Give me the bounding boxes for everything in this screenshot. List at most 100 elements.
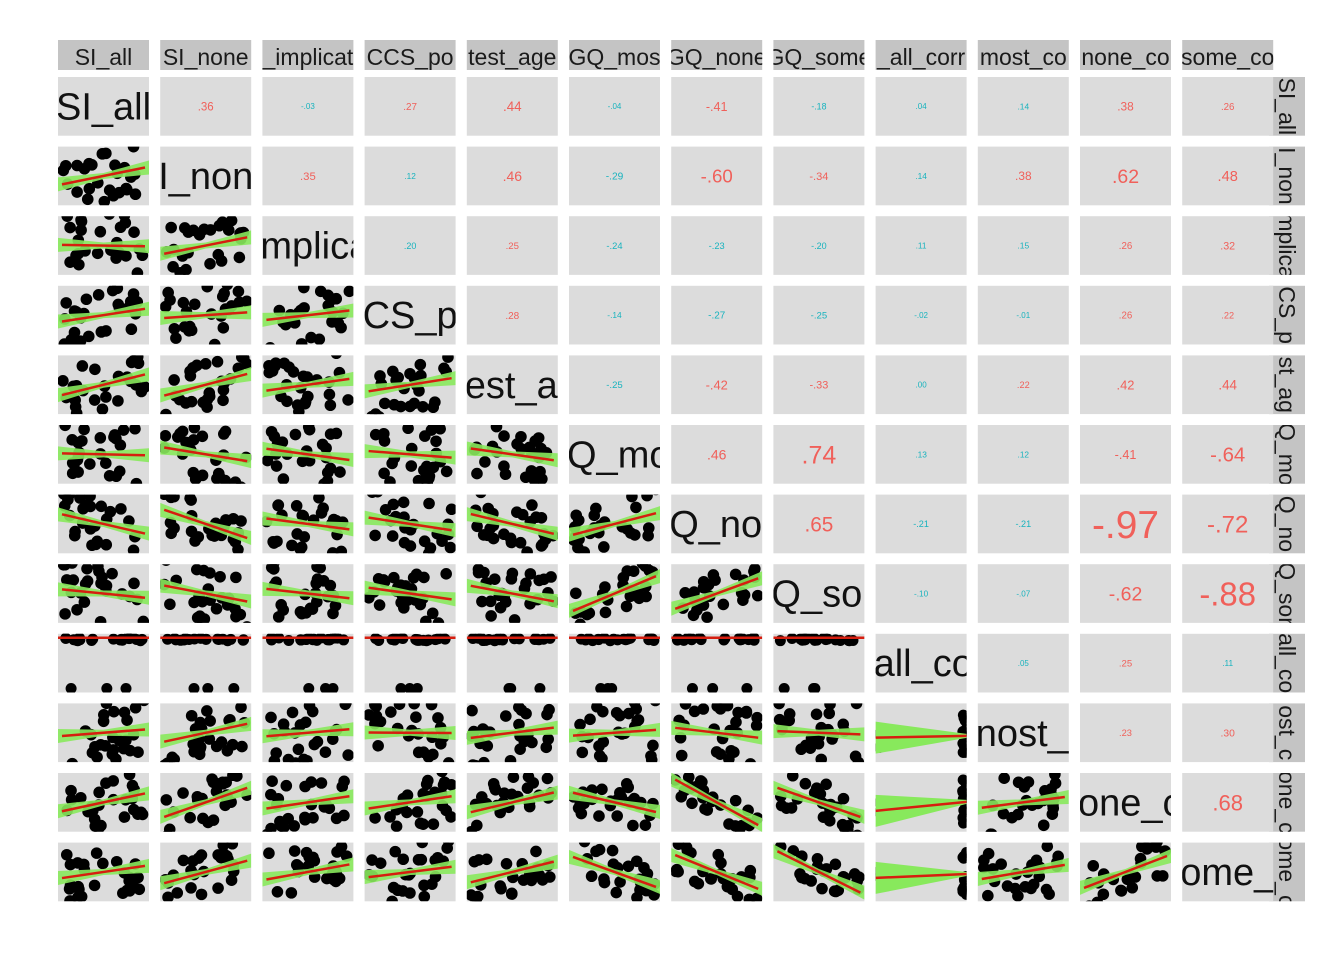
data-point xyxy=(225,216,238,227)
data-point xyxy=(93,786,105,799)
diagonal-label: Q_nor xyxy=(669,504,775,546)
data-point xyxy=(487,532,500,545)
data-point xyxy=(741,683,753,693)
fit-line xyxy=(61,513,146,535)
data-point xyxy=(212,248,225,261)
panel-content: Q_mo xyxy=(569,434,660,476)
data-point xyxy=(265,342,275,345)
data-point xyxy=(432,712,444,724)
data-point xyxy=(386,530,399,542)
data-point xyxy=(270,460,283,472)
data-point xyxy=(265,564,278,574)
data-point xyxy=(626,494,638,503)
data-point xyxy=(638,861,650,874)
data-point xyxy=(440,465,453,478)
data-point xyxy=(95,326,108,338)
data-point xyxy=(72,248,85,260)
panel-content: .68 xyxy=(1212,790,1243,815)
data-point xyxy=(168,494,180,503)
data-point xyxy=(114,439,127,452)
data-point xyxy=(541,773,554,785)
correlation-value: -.97 xyxy=(1092,504,1159,547)
data-point xyxy=(121,714,133,726)
data-point xyxy=(263,847,275,860)
data-point xyxy=(226,738,239,751)
data-point xyxy=(66,467,79,480)
row-strip-label-group: mplica xyxy=(1274,216,1300,275)
correlation-value: -.64 xyxy=(1210,445,1245,467)
data-point xyxy=(63,883,76,895)
panel-background xyxy=(875,564,967,623)
correlation-value: .12 xyxy=(404,171,416,181)
panel-content: -.03 xyxy=(301,102,315,111)
data-point xyxy=(200,633,212,645)
data-point xyxy=(225,633,237,645)
data-point xyxy=(232,285,245,298)
data-point xyxy=(995,858,1007,870)
correlation-value: .38 xyxy=(1015,169,1032,183)
data-point xyxy=(103,216,115,220)
data-point xyxy=(84,523,97,535)
panel-content: -.27 xyxy=(708,311,725,322)
data-point xyxy=(126,779,139,792)
data-point xyxy=(405,460,418,472)
data-point xyxy=(194,716,207,729)
data-point xyxy=(529,435,541,447)
correlation-value: .11 xyxy=(1222,658,1233,668)
data-point xyxy=(81,193,94,206)
data-point xyxy=(129,188,142,201)
data-point xyxy=(686,797,698,810)
data-point xyxy=(168,374,180,386)
data-point xyxy=(495,882,507,895)
data-point xyxy=(286,706,299,719)
data-point xyxy=(131,267,144,275)
data-point xyxy=(378,467,390,480)
correlation-value: -.88 xyxy=(1199,575,1256,612)
data-point xyxy=(471,467,483,480)
data-point xyxy=(471,520,483,533)
row-strip xyxy=(1269,285,1305,345)
data-point xyxy=(165,221,177,234)
fit-line xyxy=(266,377,350,392)
row-strip-label: Q_no xyxy=(1274,496,1300,552)
data-point xyxy=(176,425,189,438)
data-point xyxy=(1040,883,1053,896)
row-strip xyxy=(1269,842,1305,902)
row-strip xyxy=(1269,494,1305,554)
data-point xyxy=(372,740,384,752)
data-point xyxy=(419,430,431,442)
fit-line xyxy=(266,727,350,738)
panel-content xyxy=(262,633,354,693)
data-point xyxy=(230,610,242,623)
panel-content: .25 xyxy=(506,241,519,252)
data-point xyxy=(545,571,557,583)
data-point xyxy=(503,683,515,693)
data-point xyxy=(162,891,174,902)
fit-line xyxy=(61,864,146,880)
data-point xyxy=(66,457,79,469)
data-point xyxy=(402,425,414,435)
data-point xyxy=(212,882,224,894)
panel-background xyxy=(875,216,967,275)
panel-content: ome_c xyxy=(1182,852,1273,894)
data-point xyxy=(478,756,490,763)
data-point xyxy=(959,875,967,887)
data-point xyxy=(414,358,427,371)
fit-line xyxy=(674,778,759,827)
data-point xyxy=(332,317,345,329)
diagonal-label: nost_c xyxy=(976,713,1088,755)
data-point xyxy=(466,704,478,717)
panel-content: .74 xyxy=(802,441,837,469)
data-point xyxy=(1022,776,1035,788)
row-strip xyxy=(1269,355,1305,415)
data-point xyxy=(267,535,279,548)
fit-line xyxy=(61,792,146,813)
data-point xyxy=(66,564,78,569)
panel-content xyxy=(364,568,456,623)
data-point xyxy=(372,494,383,498)
data-point xyxy=(128,577,140,590)
data-point xyxy=(160,408,172,415)
fit-line xyxy=(572,791,657,814)
diagonal-label: CS_p xyxy=(363,295,458,337)
data-point xyxy=(369,703,381,711)
